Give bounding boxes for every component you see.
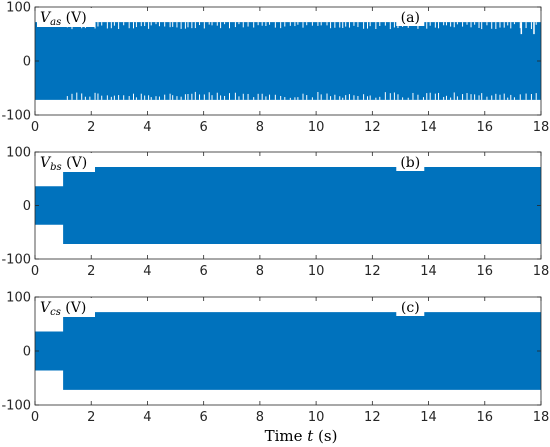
signal-label-text: Vbs (V) bbox=[40, 155, 87, 173]
signal-label-text: Vas (V) bbox=[40, 10, 87, 28]
x-tick-label: 0 bbox=[31, 410, 39, 425]
panel-letter-text: (c) bbox=[401, 300, 420, 316]
x-tick-label: 16 bbox=[477, 410, 494, 425]
signal-label-bg bbox=[37, 298, 95, 317]
x-tick-label: 10 bbox=[308, 120, 325, 135]
signal-envelope-1 bbox=[35, 22, 541, 100]
panel-letter: (c) bbox=[396, 298, 425, 316]
x-tick-label: 16 bbox=[477, 120, 494, 135]
x-tick-label: 0 bbox=[31, 264, 39, 279]
x-tick-label: 6 bbox=[200, 120, 208, 135]
signal-texture bbox=[66, 22, 537, 100]
y-tick-label: 100 bbox=[6, 291, 31, 306]
signal-envelope-2 bbox=[35, 166, 541, 245]
x-tick-label: 18 bbox=[533, 120, 550, 135]
x-tick-label: 16 bbox=[477, 264, 494, 279]
x-axis-label: Time t (s) bbox=[265, 427, 338, 445]
x-tick-label: 4 bbox=[143, 264, 151, 279]
x-tick-label: 14 bbox=[420, 410, 437, 425]
y-tick-label: -100 bbox=[1, 253, 31, 268]
signal-label-text: Vcs (V) bbox=[40, 300, 86, 318]
y-tick-label: 0 bbox=[23, 55, 31, 70]
x-tick-label: 12 bbox=[364, 264, 381, 279]
y-tick-label: 100 bbox=[6, 1, 31, 16]
x-tick-label: 14 bbox=[420, 120, 437, 135]
panel-letter-bg bbox=[396, 8, 425, 26]
y-tick-label: 0 bbox=[23, 199, 31, 214]
signal-label-bg bbox=[37, 153, 95, 172]
x-tick-label: 4 bbox=[143, 120, 151, 135]
x-tick-label: 12 bbox=[364, 410, 381, 425]
x-tick-label: 8 bbox=[256, 120, 264, 135]
y-tick-label: 100 bbox=[6, 146, 31, 161]
x-tick-label: 18 bbox=[533, 264, 550, 279]
y-tick-label: -100 bbox=[1, 109, 31, 124]
x-tick-label: 6 bbox=[200, 410, 208, 425]
x-tick-label: 2 bbox=[87, 120, 95, 135]
x-tick-label: 14 bbox=[420, 264, 437, 279]
panel-letter-text: (b) bbox=[400, 155, 420, 171]
signal-label-bg bbox=[37, 8, 95, 27]
panel-letter: (b) bbox=[396, 153, 425, 171]
y-tick-label: -100 bbox=[1, 399, 31, 414]
panel-letter-bg bbox=[396, 153, 425, 171]
signal-label: Vbs (V) bbox=[37, 153, 95, 173]
x-tick-label: 0 bbox=[31, 120, 39, 135]
panel-letter-bg bbox=[396, 298, 425, 316]
x-tick-label: 12 bbox=[364, 120, 381, 135]
x-tick-label: 18 bbox=[533, 410, 550, 425]
x-tick-label: 4 bbox=[143, 410, 151, 425]
x-tick-label: 10 bbox=[308, 264, 325, 279]
x-tick-label: 2 bbox=[87, 410, 95, 425]
x-tick-label: 8 bbox=[256, 264, 264, 279]
signal-label: Vas (V) bbox=[37, 8, 95, 28]
x-tick-label: 10 bbox=[308, 410, 325, 425]
panel-letter: (a) bbox=[396, 8, 425, 26]
x-tick-label: 8 bbox=[256, 410, 264, 425]
y-tick-label: 0 bbox=[23, 345, 31, 360]
signal-label: Vcs (V) bbox=[37, 298, 95, 318]
x-tick-label: 6 bbox=[200, 264, 208, 279]
x-tick-label: 2 bbox=[87, 264, 95, 279]
signal-envelope-3 bbox=[35, 312, 541, 390]
panel-letter-text: (a) bbox=[401, 10, 420, 26]
